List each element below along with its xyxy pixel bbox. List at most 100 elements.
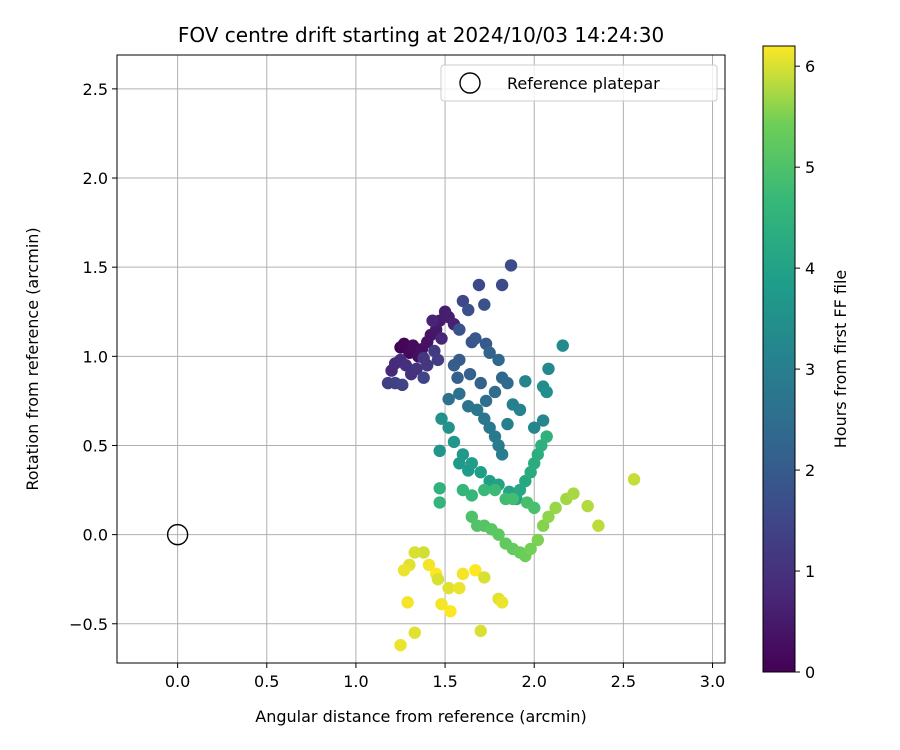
data-point xyxy=(396,378,409,392)
y-tick-label: −0.5 xyxy=(69,615,108,634)
x-tick-label: 0.5 xyxy=(254,672,279,691)
data-point xyxy=(463,367,477,381)
data-point xyxy=(531,533,544,547)
data-point xyxy=(528,421,541,434)
data-point xyxy=(506,492,520,506)
plot-area: 0.0 0.5 1.0 1.5 2.0 2.5 3.0 −0.5 0.0 0.5 1.0 1.5 2.… xyxy=(69,54,726,691)
data-point xyxy=(504,259,518,272)
y-tick-label: 0.0 xyxy=(83,526,108,545)
data-point xyxy=(524,542,537,556)
data-point xyxy=(456,294,470,308)
colorbar-tick-label: 2 xyxy=(805,461,815,480)
data-point xyxy=(456,483,470,497)
data-point xyxy=(451,371,464,384)
data-point xyxy=(519,474,532,488)
data-point xyxy=(536,519,550,532)
data-point xyxy=(472,278,486,292)
data-point xyxy=(492,353,505,367)
plot-frame xyxy=(116,54,726,664)
y-tick-label: 1.0 xyxy=(83,347,108,366)
data-point xyxy=(462,303,475,317)
data-point xyxy=(417,371,430,384)
y-tick-label: 2.5 xyxy=(83,80,108,99)
data-point xyxy=(627,473,641,486)
chart-title: FOV centre drift starting at 2024/10/03 … xyxy=(178,23,664,47)
data-point xyxy=(435,412,448,425)
colorbar-gradient xyxy=(762,45,796,673)
legend-marker-open-circle xyxy=(459,72,481,94)
data-point xyxy=(442,581,455,595)
data-point xyxy=(465,457,479,470)
data-point xyxy=(401,596,414,609)
data-point xyxy=(444,605,457,618)
data-point xyxy=(469,564,482,577)
data-point xyxy=(492,528,505,541)
data-point xyxy=(474,376,487,390)
colorbar-tick-label: 1 xyxy=(805,562,815,581)
colorbar-label: Hours from first FF file xyxy=(831,270,850,449)
y-tick-label: 2.0 xyxy=(83,169,108,188)
reference-platepar-marker xyxy=(166,523,189,546)
data-point xyxy=(567,487,580,500)
data-point xyxy=(540,385,553,399)
data-point xyxy=(397,564,411,577)
data-point xyxy=(495,278,509,292)
colorbar-tick-label: 0 xyxy=(805,663,815,682)
data-point xyxy=(470,403,484,417)
data-point xyxy=(536,414,550,427)
data-point xyxy=(433,496,446,509)
data-point xyxy=(483,346,496,359)
colorbar-tick-label: 3 xyxy=(805,360,815,379)
data-point xyxy=(422,558,436,572)
data-point xyxy=(417,546,430,559)
data-point xyxy=(542,510,555,523)
colorbar-tick-label: 6 xyxy=(805,57,815,76)
data-point xyxy=(501,376,514,390)
data-point xyxy=(442,421,455,434)
x-tick-label: 2.5 xyxy=(611,672,636,691)
x-axis-ticks: 0.0 0.5 1.0 1.5 2.0 2.5 3.0 xyxy=(165,663,725,691)
data-point xyxy=(488,385,502,399)
data-point xyxy=(426,314,439,327)
data-point xyxy=(478,483,491,497)
data-point xyxy=(513,483,527,497)
data-point xyxy=(540,430,553,443)
data-point xyxy=(556,339,569,352)
legend: Reference platepar xyxy=(440,64,718,102)
legend-box xyxy=(440,64,718,102)
data-point xyxy=(581,499,594,513)
data-point xyxy=(528,501,541,515)
data-point xyxy=(408,546,421,559)
x-tick-label: 3.0 xyxy=(700,672,725,691)
data-point xyxy=(453,457,466,470)
data-point xyxy=(474,466,487,479)
colorbar-tick-label: 5 xyxy=(805,158,815,177)
colorbar-ticks: 0 1 2 3 4 5 6 xyxy=(795,57,815,682)
data-point xyxy=(501,417,514,431)
data-point xyxy=(535,439,548,452)
x-axis-label: Angular distance from reference (arcmin) xyxy=(255,707,586,726)
legend-label: Reference platepar xyxy=(507,74,660,93)
data-point xyxy=(447,435,461,449)
data-point xyxy=(447,359,461,372)
x-tick-label: 1.0 xyxy=(343,672,368,691)
data-point xyxy=(431,572,445,586)
data-point xyxy=(549,501,562,515)
data-point xyxy=(469,332,482,345)
data-point xyxy=(592,519,605,532)
data-point xyxy=(465,489,479,502)
data-point xyxy=(421,359,434,372)
data-point xyxy=(453,323,466,336)
y-axis-ticks: −0.5 0.0 0.5 1.0 1.5 2.0 2.5 xyxy=(69,80,117,634)
x-tick-label: 1.5 xyxy=(432,672,457,691)
data-point xyxy=(542,362,555,376)
data-point xyxy=(442,392,455,406)
data-point xyxy=(435,332,448,345)
data-point xyxy=(435,597,448,611)
y-axis-label: Rotation from reference (arcmin) xyxy=(23,227,42,490)
y-tick-label: 1.5 xyxy=(83,258,108,277)
data-point xyxy=(453,581,466,595)
data-point xyxy=(456,567,470,581)
data-point xyxy=(431,353,445,367)
